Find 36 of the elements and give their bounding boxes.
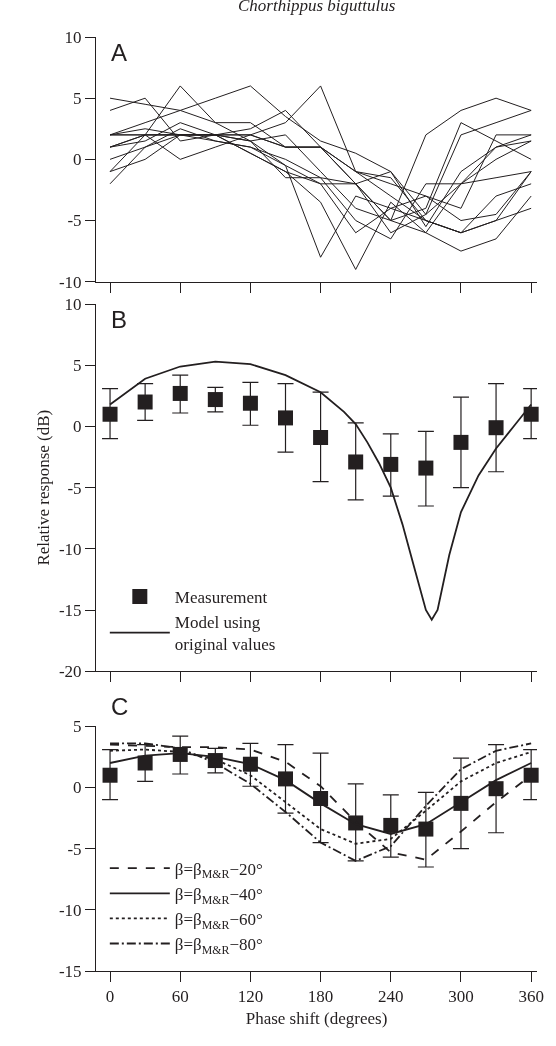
text: C xyxy=(111,693,129,720)
y-tick-label: -20 xyxy=(58,662,82,682)
x-axis-title: Phase shift (degrees) xyxy=(245,1008,388,1028)
y-tick-label: 10 xyxy=(64,27,82,47)
legend-label: Model using original values xyxy=(174,613,276,655)
y-tick-label: -15 xyxy=(58,600,82,620)
y-tick-label: 0 xyxy=(73,150,82,170)
x-tick-label: 120 xyxy=(237,987,264,1007)
y-tick-label: 5 xyxy=(73,717,82,737)
x-tick-label: 300 xyxy=(448,987,474,1007)
y-tick-label: 5 xyxy=(73,356,82,376)
y-axis-title: Relative response (dB) xyxy=(34,409,54,566)
y-tick-label: -15 xyxy=(58,961,82,981)
legend-label: Measurement xyxy=(174,588,268,608)
x-tick-label: 180 xyxy=(307,987,334,1007)
legend-label: β=β$_{M&R}$−40° xyxy=(174,884,263,907)
y-tick-label: -5 xyxy=(67,478,82,498)
x-tick-label: 240 xyxy=(378,987,404,1007)
y-tick-label: 0 xyxy=(73,417,82,437)
y-tick-label: -10 xyxy=(58,272,82,292)
chart-title: Chorthippus biguttulus xyxy=(238,0,396,15)
y-tick-label: 0 xyxy=(73,778,82,798)
y-tick-label: -10 xyxy=(58,900,82,920)
y-tick-label: -10 xyxy=(58,539,82,559)
x-tick-label: 0 xyxy=(105,987,115,1007)
y-tick-label: -5 xyxy=(67,839,82,859)
x-tick-label: 60 xyxy=(171,987,189,1007)
y-tick-label: 10 xyxy=(64,295,82,315)
y-tick-label: 5 xyxy=(73,89,82,109)
annotation: A xyxy=(111,39,128,66)
x-tick-label: 360 xyxy=(518,987,544,1007)
legend-label: β=β$_{M&R}$−80° xyxy=(174,935,263,957)
y-tick-label: -5 xyxy=(67,211,82,231)
legend-label: β=β$_{M&R}$−20° xyxy=(174,859,263,882)
annotation: B xyxy=(111,306,128,333)
legend-label: β=β$_{M&R}$−60° xyxy=(174,910,263,932)
